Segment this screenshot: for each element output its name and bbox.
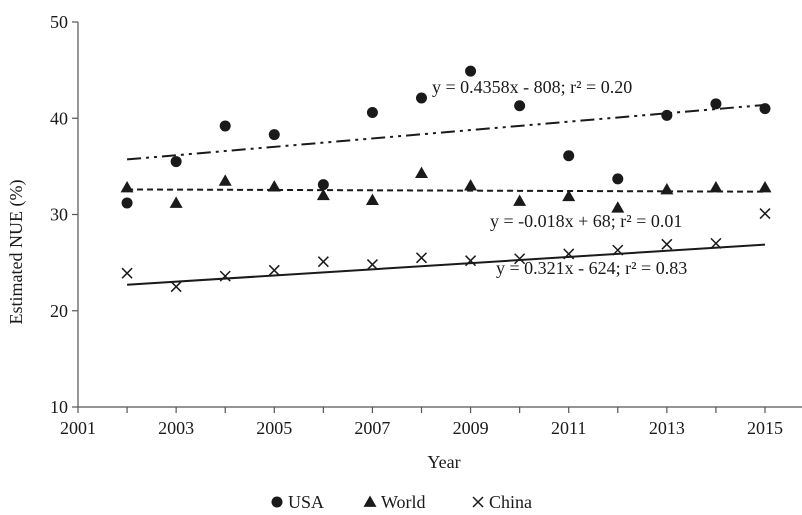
point-usa [612,173,624,185]
point-world [611,201,625,213]
point-world [758,181,772,193]
point-china [121,267,133,279]
x-marker-stroke [366,259,378,271]
x-tick-label: 2005 [256,418,292,438]
point-usa [710,98,722,110]
equation-world: y = -0.018x + 68; r² = 0.01 [490,211,682,231]
point-usa [268,129,280,141]
x-marker-stroke [710,237,722,249]
legend-label-usa: USA [288,492,324,512]
x-marker-stroke [415,252,428,264]
legend: USA World China [271,492,532,512]
point-world [267,180,281,192]
trendline-china [127,243,766,286]
point-china [170,281,182,293]
point-world [464,179,478,191]
x-marker-stroke [121,267,133,279]
x-marker-stroke [563,248,575,260]
point-usa [465,65,477,77]
trendline-usa [126,103,766,161]
x-tick-label: 2007 [354,418,390,438]
point-china [268,264,280,276]
x-tick-label: 2013 [649,418,685,438]
point-china [317,256,329,268]
x-marker-stroke [514,253,526,265]
point-world [415,166,428,178]
legend-marker-world [363,495,377,507]
y-tick-label: 30 [50,205,68,225]
point-world [660,182,674,195]
equation-usa: y = 0.4358x - 808; r² = 0.20 [432,77,632,97]
point-world [218,174,232,186]
y-tick-label: 40 [50,108,68,128]
point-usa [121,197,133,209]
legend-marker-usa [271,496,283,508]
point-usa [170,156,182,168]
x-marker-stroke [317,256,329,268]
point-china [612,244,624,256]
data-points [120,65,772,293]
point-china [465,255,477,267]
trendline-world [127,188,766,193]
axes: 10 20 30 40 50 2001 2003 2005 2007 2009 2011 2013 20… [50,12,802,438]
x-tick-label: 2009 [453,418,489,438]
point-china [710,237,722,249]
point-world [365,193,379,205]
x-tick-label: 2011 [551,418,586,438]
x-marker-stroke [268,264,280,276]
legend-marker-china [472,496,484,508]
x-marker-stroke [661,238,673,250]
x-marker-stroke [759,208,771,220]
point-china [563,248,575,260]
x-marker-stroke [612,244,624,256]
y-tick-label: 50 [50,12,68,32]
x-axis-label: Year [427,452,460,472]
x-marker-stroke [219,270,231,282]
point-china [514,253,526,265]
point-world [316,188,330,201]
point-world [709,181,723,193]
y-axis-label: Estimated NUE (%) [6,180,27,325]
point-china [415,252,428,264]
point-world [513,194,527,206]
legend-label-china: China [489,492,532,512]
x-tick-label: 2001 [60,418,96,438]
point-china [366,259,378,271]
point-usa [416,92,427,104]
y-tick-label: 20 [50,301,68,321]
x-tick-label: 2015 [747,418,783,438]
point-usa [514,100,526,112]
equation-china: y = 0.321x - 624; r² = 0.83 [496,258,687,278]
x-marker-stroke [465,255,477,267]
point-usa [219,120,231,132]
point-usa [661,109,673,121]
point-china [219,270,231,282]
point-china [661,238,673,250]
point-china [759,208,771,220]
x-tick-label: 2003 [158,418,194,438]
point-world [562,189,576,202]
x-marker-stroke [472,496,484,508]
x-marker-stroke [170,281,182,293]
point-world [120,181,134,193]
point-usa [317,179,329,191]
point-usa [366,106,378,118]
equations: y = 0.4358x - 808; r² = 0.20 y = -0.018x … [432,77,687,278]
trendlines [126,103,766,286]
point-usa [759,103,771,115]
legend-label-world: World [381,492,426,512]
point-usa [563,150,575,162]
point-world [169,196,183,208]
y-tick-label: 10 [50,397,68,417]
